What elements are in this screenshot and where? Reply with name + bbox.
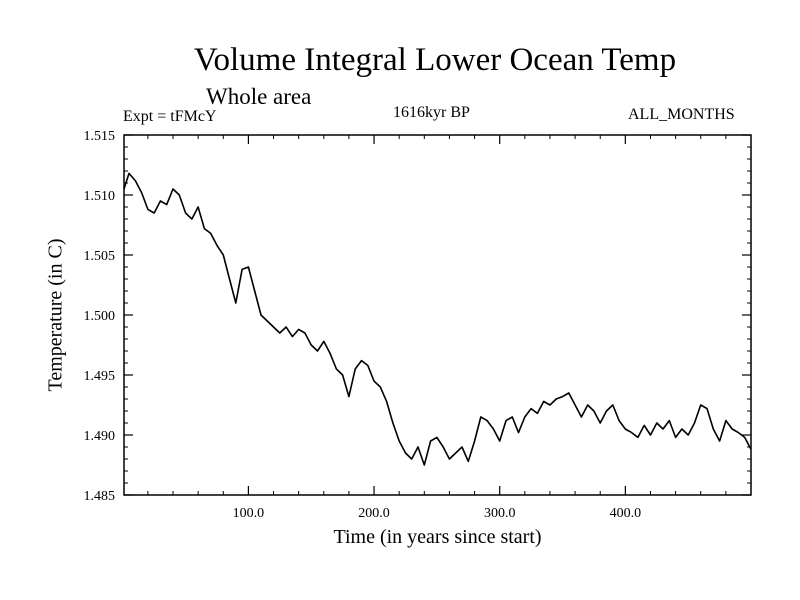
x-axis-label: Time (in years since start) bbox=[333, 526, 542, 548]
plot-frame bbox=[123, 134, 752, 496]
y-tick-label: 1.485 bbox=[84, 489, 116, 504]
y-tick-label: 1.500 bbox=[84, 309, 116, 324]
months-label: ALL_MONTHS bbox=[628, 106, 735, 123]
experiment-label: Expt = tFMcY bbox=[123, 108, 217, 125]
x-tick-label: 200.0 bbox=[358, 506, 390, 521]
y-tick-label: 1.510 bbox=[84, 189, 116, 204]
x-tick-label: 300.0 bbox=[484, 506, 516, 521]
chart-subtitle: Whole area bbox=[206, 84, 312, 109]
x-tick-label: 400.0 bbox=[610, 506, 642, 521]
y-tick-label: 1.495 bbox=[84, 369, 116, 384]
chart-title: Volume Integral Lower Ocean Temp bbox=[193, 42, 677, 78]
y-tick-label: 1.515 bbox=[84, 129, 116, 144]
x-tick-label: 100.0 bbox=[233, 506, 265, 521]
y-axis-label: Temperature (in C) bbox=[44, 238, 67, 392]
y-tick-label: 1.505 bbox=[84, 249, 116, 264]
period-label: 1616kyr BP bbox=[393, 104, 470, 121]
series-line bbox=[123, 172, 752, 466]
y-tick-label: 1.490 bbox=[84, 429, 116, 444]
